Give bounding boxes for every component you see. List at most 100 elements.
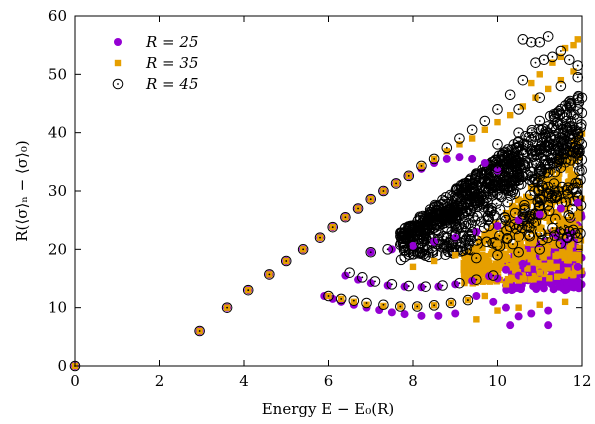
data-point-ring: [335, 293, 347, 305]
point-r35-cloud: [535, 274, 543, 281]
data-point-ring: [365, 193, 377, 205]
point-r45-cloud-ring: [399, 223, 411, 234]
point-r45-cloud-dot: [569, 106, 572, 109]
point-r45-cloud-dot: [431, 249, 434, 252]
point-r35-cloud: [462, 257, 469, 264]
point-r45-cloud-ring: [507, 238, 519, 250]
data-point: [400, 310, 409, 319]
point-r45-cloud-dot: [509, 225, 511, 228]
data-point-dot: [198, 330, 201, 332]
point-r45-cloud-dot: [576, 117, 579, 120]
data-point: [500, 214, 512, 226]
data-point: [568, 182, 579, 194]
data-point-dot: [361, 276, 364, 279]
point-r45-cloud-dot: [485, 196, 488, 199]
data-point-ring: [492, 188, 503, 200]
point-r45-cloud-dot: [566, 189, 568, 192]
point-r45-cloud: [509, 207, 521, 219]
point-r45-cloud-dot: [526, 144, 529, 147]
point-r45-cloud-dot: [517, 140, 520, 143]
point-r35-cloud: [504, 213, 511, 220]
point-r45-cloud-dot: [467, 194, 469, 197]
data-point-dot: [407, 285, 410, 287]
data-point: [420, 281, 431, 292]
data-point: [574, 36, 581, 43]
data-point: [378, 299, 389, 311]
point-r45-cloud-dot: [577, 197, 580, 199]
data-point-dot: [454, 210, 457, 213]
data-point-ring: [449, 230, 461, 242]
data-point-dot: [475, 172, 478, 175]
point-r35-cloud: [531, 272, 539, 280]
data-point: [409, 263, 417, 271]
data-point-ring: [479, 115, 491, 127]
point-r45-cloud: [552, 149, 563, 161]
point-r45-cloud-dot: [441, 243, 444, 246]
data-point-dot: [475, 278, 478, 281]
data-point: [416, 238, 427, 249]
point-r45-cloud-dot: [488, 187, 490, 190]
point-r35-cloud: [487, 251, 495, 258]
point-r45-cloud-dot: [531, 131, 533, 134]
point-r45-cloud: [468, 186, 480, 197]
point-r35-cloud: [494, 267, 502, 274]
point-r35-cloud: [510, 225, 517, 232]
data-point: [479, 115, 491, 127]
data-point-ring: [513, 127, 524, 138]
point-r45-cloud-dot: [446, 237, 449, 239]
point-r45-cloud-ring: [480, 182, 491, 194]
point-r45-cloud-ring: [450, 190, 462, 201]
point-r45-cloud-dot: [568, 142, 571, 145]
point-r35-cloud: [516, 252, 523, 259]
data-point: [534, 200, 546, 211]
point-r45-cloud-ring: [481, 178, 493, 189]
data-point: [517, 209, 529, 220]
data-point: [534, 92, 546, 103]
point-r35-cloud: [547, 259, 554, 267]
point-r45-cloud: [412, 247, 424, 259]
point-r45-cloud-dot: [557, 132, 560, 135]
data-point: [561, 286, 570, 295]
point-r45-cloud: [409, 219, 421, 231]
point-r45-cloud: [519, 203, 530, 214]
data-point: [572, 232, 584, 243]
point-r45-cloud: [502, 196, 513, 208]
point-r45-cloud-ring: [540, 128, 551, 140]
data-point-dot: [247, 289, 250, 292]
point-r45-cloud: [481, 236, 492, 248]
data-point-dot: [576, 158, 579, 160]
point-r45-cloud-dot: [542, 136, 545, 138]
point-r35-cloud: [559, 164, 566, 171]
point-r45-cloud-ring: [536, 165, 548, 177]
point-r45-cloud-ring: [455, 238, 467, 249]
point-r45-cloud-ring: [462, 190, 474, 201]
point-r45-cloud-dot: [554, 218, 557, 220]
point-r35-cloud: [479, 278, 486, 285]
point-r45-cloud-dot: [419, 252, 422, 255]
point-r45-cloud-dot: [506, 237, 509, 240]
data-point-ring: [466, 124, 478, 136]
data-point-ring: [454, 277, 465, 289]
data-point-ring: [403, 280, 415, 292]
point-r45-cloud-dot: [522, 152, 525, 155]
point-r35-cloud: [477, 268, 484, 275]
data-point: [557, 76, 565, 84]
data-point-ring: [517, 74, 529, 86]
point-r45-cloud-dot: [464, 184, 466, 187]
data-point: [492, 104, 503, 115]
data-point: [441, 142, 453, 154]
point-r45-cloud-dot: [563, 229, 565, 231]
data-point: [536, 301, 543, 308]
point-r45-cloud-ring: [560, 196, 572, 207]
point-r45-cloud: [521, 220, 533, 232]
point-r45-cloud-dot: [494, 159, 497, 162]
point-r45-cloud: [513, 136, 524, 147]
point-r45-cloud-dot: [532, 155, 535, 158]
data-point: [471, 197, 482, 208]
point-r35-cloud: [551, 214, 559, 221]
data-point: [472, 227, 481, 236]
point-r35-cloud: [530, 197, 538, 204]
data-point: [514, 312, 523, 321]
point-r45-cloud-dot: [515, 177, 517, 180]
point-r45-cloud-dot: [486, 219, 489, 222]
